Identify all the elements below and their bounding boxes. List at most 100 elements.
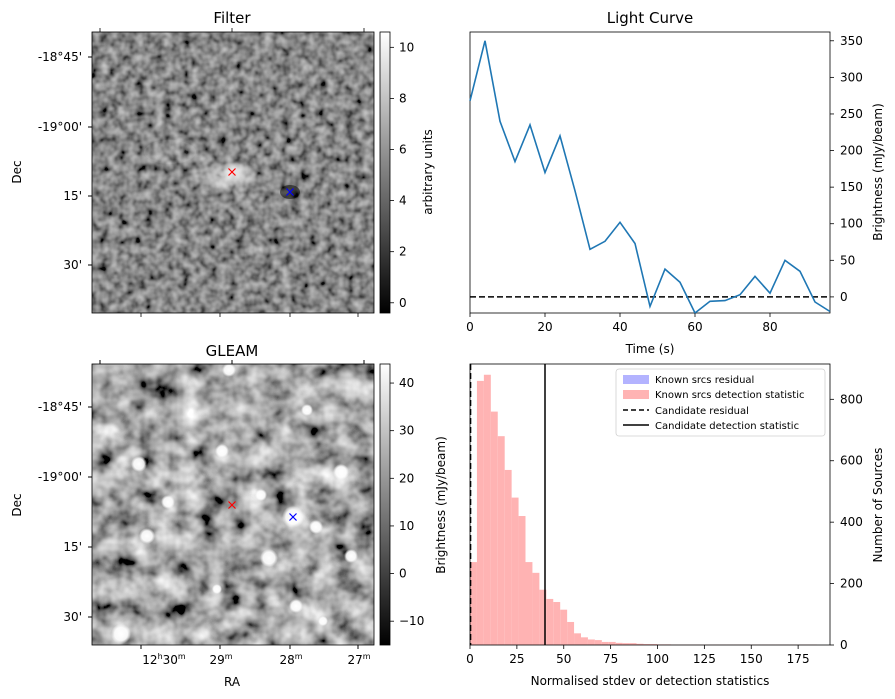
x-tick-label: 0 bbox=[466, 652, 474, 666]
filter-candidate-marker bbox=[228, 168, 236, 176]
legend-swatch-known-residual bbox=[623, 375, 649, 384]
histogram-bar bbox=[553, 602, 561, 645]
colorbar-tick-label: 30 bbox=[399, 424, 414, 438]
colorbar-tick-label: 20 bbox=[399, 471, 414, 485]
histogram-bar bbox=[560, 609, 568, 645]
gleam-dec-tick-label: -19°00' bbox=[38, 470, 82, 484]
light-curve-chart: Light Curve 0 20 40 60 80 0 50 100 150 200 250 300… bbox=[466, 9, 885, 356]
histogram-bar bbox=[629, 643, 637, 645]
colorbar-tick-label: 2 bbox=[399, 245, 407, 259]
x-tick-label: 50 bbox=[556, 652, 571, 666]
histogram-bar bbox=[518, 516, 526, 645]
y-tick-label: 0 bbox=[840, 290, 848, 304]
gleam-title: GLEAM bbox=[206, 342, 259, 360]
filter-ylabel: Dec bbox=[10, 160, 24, 183]
x-tick-label: 150 bbox=[740, 652, 763, 666]
colorbar-tick-label: 0 bbox=[399, 567, 407, 581]
histogram-ylabel-left: Brightness (mJy/beam) bbox=[434, 436, 448, 574]
colorbar-tick-label: −10 bbox=[399, 614, 424, 628]
light-curve-title: Light Curve bbox=[607, 9, 693, 27]
y-tick-label: 0 bbox=[840, 638, 848, 652]
colorbar-tick-label: 40 bbox=[399, 376, 414, 390]
x-tick-label: 175 bbox=[787, 652, 810, 666]
y-tick-label: 100 bbox=[840, 217, 863, 231]
light-curve-series-line bbox=[469, 40, 831, 315]
colorbar-tick-label: 6 bbox=[399, 143, 407, 157]
y-tick-label: 250 bbox=[840, 107, 863, 121]
light-curve-ylabel: Brightness (mJy/beam) bbox=[871, 103, 885, 241]
legend-swatch-known-detection bbox=[623, 390, 649, 399]
gleam-ylabel: Dec bbox=[10, 493, 24, 516]
y-tick-label: 200 bbox=[840, 144, 863, 158]
gleam-known-source-marker bbox=[289, 513, 297, 521]
legend-label-candidate-residual: Candidate residual bbox=[655, 406, 749, 417]
colorbar-tick-label: 10 bbox=[399, 40, 414, 54]
histogram-bar bbox=[636, 643, 644, 645]
y-tick-label: 350 bbox=[840, 34, 863, 48]
filter-dec-tick-label: -18°45' bbox=[38, 50, 82, 64]
colorbar-tick-label: 8 bbox=[399, 91, 407, 105]
x-tick-label: 0 bbox=[466, 320, 474, 334]
gleam-ra-tick-label: 29m bbox=[209, 652, 232, 667]
gleam-dec-tick-label: 30' bbox=[63, 610, 82, 624]
gleam-ra-tick-label: 12h30m bbox=[142, 652, 186, 667]
histogram-bar bbox=[511, 497, 519, 645]
filter-panel: Filter -18°45' -19°00' 15' 3 bbox=[10, 9, 435, 317]
gleam-point-sources bbox=[111, 364, 358, 644]
filter-title: Filter bbox=[213, 9, 251, 27]
colorbar-tick-label: 0 bbox=[399, 296, 407, 310]
histogram-bar bbox=[483, 374, 491, 645]
histogram-bar bbox=[504, 469, 512, 645]
y-tick-label: 800 bbox=[840, 392, 863, 406]
histogram-bar bbox=[581, 637, 588, 645]
histogram-bar bbox=[650, 644, 658, 645]
gleam-dec-tick-label: 15' bbox=[63, 540, 82, 554]
histogram-bar bbox=[574, 633, 581, 645]
histogram-bar bbox=[525, 562, 533, 645]
x-tick-label: 125 bbox=[693, 652, 716, 666]
x-tick-label: 100 bbox=[646, 652, 669, 666]
x-tick-label: 20 bbox=[537, 320, 552, 334]
light-curve-xlabel: Time (s) bbox=[625, 342, 675, 356]
gleam-xlabel: RA bbox=[224, 675, 241, 689]
histogram-xlabel: Normalised stdev or detection statistics bbox=[531, 674, 770, 688]
y-tick-label: 300 bbox=[840, 70, 863, 84]
histogram-bar bbox=[476, 380, 484, 645]
histogram-bar bbox=[601, 641, 609, 645]
histogram-bar bbox=[643, 644, 651, 645]
x-tick-label: 25 bbox=[509, 652, 524, 666]
x-tick-label: 80 bbox=[762, 320, 777, 334]
filter-dec-axis: -18°45' -19°00' 15' 30' bbox=[38, 50, 92, 272]
legend-label-known-detection: Known srcs detection statistic bbox=[655, 390, 804, 401]
filter-known-source-marker bbox=[286, 188, 294, 196]
x-tick-label: 40 bbox=[612, 320, 627, 334]
gleam-dec-axis: -18°45' -19°00' 15' 30' bbox=[38, 400, 92, 624]
histogram-chart: 0 25 50 75 100 125 150 175 0 200 400 600 800 Normal… bbox=[434, 363, 885, 688]
histogram-bar bbox=[608, 641, 616, 645]
histogram-bar bbox=[532, 572, 540, 645]
histogram-bar bbox=[622, 643, 630, 645]
histogram-ylabel-right: Number of Sources bbox=[871, 448, 885, 563]
histogram-bar bbox=[490, 411, 498, 645]
filter-colorbar: 0 2 4 6 8 10 arbitrary units bbox=[379, 31, 435, 314]
histogram-bar bbox=[615, 642, 623, 645]
histogram-bar bbox=[497, 436, 505, 645]
gleam-colorbar: −10 0 10 20 30 40 bbox=[379, 363, 424, 646]
histogram-legend: Known srcs residual Known srcs detection… bbox=[615, 368, 826, 437]
filter-dec-tick-label: 30' bbox=[63, 258, 82, 272]
filter-dec-tick-label: -19°00' bbox=[38, 120, 82, 134]
filter-ra-tick-marks bbox=[99, 28, 365, 317]
gleam-panel: GLEAM bbox=[10, 342, 424, 689]
x-tick-label: 60 bbox=[687, 320, 702, 334]
y-tick-label: 200 bbox=[840, 577, 863, 591]
y-tick-label: 600 bbox=[840, 454, 863, 468]
y-tick-label: 150 bbox=[840, 180, 863, 194]
filter-dec-tick-label: 15' bbox=[63, 189, 82, 203]
gleam-candidate-marker bbox=[228, 501, 236, 509]
gleam-ra-axis: 12h30m 29m 28m 27m bbox=[99, 360, 371, 667]
filter-colorbar-label: arbitrary units bbox=[421, 129, 435, 215]
gleam-ra-tick-label: 27m bbox=[347, 652, 370, 667]
colorbar-tick-label: 10 bbox=[399, 519, 414, 533]
histogram-bar bbox=[567, 621, 575, 645]
